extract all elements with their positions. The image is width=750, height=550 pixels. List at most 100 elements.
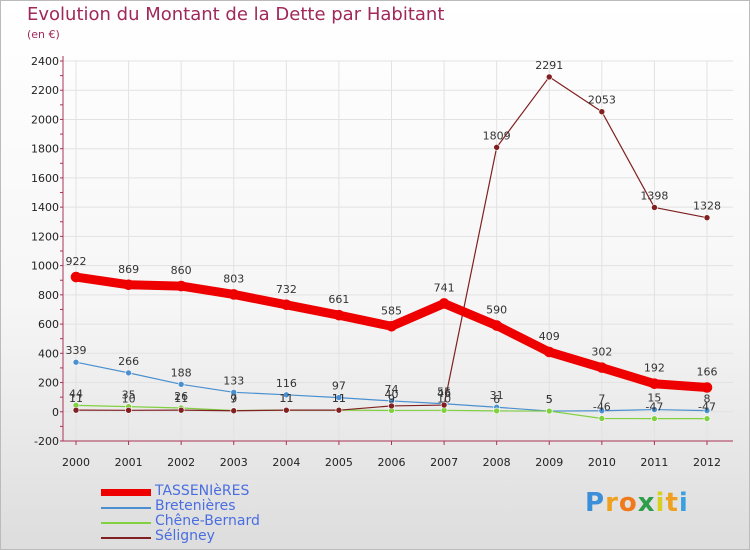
data-label: 7 <box>230 393 237 406</box>
data-point <box>175 280 187 292</box>
data-label: 5 <box>546 393 553 406</box>
data-label: 922 <box>66 255 87 268</box>
legend-label: Chêne-Bernard <box>155 513 260 529</box>
data-label: 2291 <box>535 59 563 72</box>
data-point <box>651 204 658 211</box>
data-point <box>651 415 658 422</box>
data-label: 1328 <box>693 200 721 213</box>
y-tick-label: 400 <box>38 347 59 360</box>
x-tick-label: 2007 <box>430 456 458 469</box>
data-point <box>388 402 395 410</box>
chart-title: Evolution du Montant de la Dette par Hab… <box>27 4 445 25</box>
data-point <box>386 320 397 332</box>
data-label: 661 <box>328 293 349 306</box>
legend-swatch <box>101 489 151 496</box>
data-point <box>598 415 606 422</box>
y-tick-label: 1000 <box>31 260 59 273</box>
data-label: 409 <box>539 330 560 343</box>
data-label: 10 <box>122 392 136 405</box>
legend-label: TASSENIèRES <box>155 483 250 499</box>
data-label: 869 <box>118 263 139 276</box>
y-tick-label: 600 <box>38 318 59 331</box>
data-point <box>283 406 290 414</box>
x-tick-label: 2011 <box>640 456 668 469</box>
logo-letter: x <box>637 488 656 518</box>
data-point <box>228 289 240 300</box>
logo-letter: P <box>585 488 606 518</box>
data-label: 31 <box>490 389 504 402</box>
data-point <box>177 406 185 414</box>
data-point <box>281 299 292 311</box>
data-label: 2053 <box>588 94 616 107</box>
x-tick-label: 2004 <box>272 456 300 469</box>
data-label: 10 <box>437 392 451 405</box>
data-label: 860 <box>171 264 192 277</box>
data-label: 7 <box>598 393 605 406</box>
x-tick-label: 2009 <box>535 456 563 469</box>
data-label: 741 <box>434 281 455 294</box>
data-label: -47 <box>698 401 716 414</box>
y-tick-label: 0 <box>52 406 59 419</box>
logo-letter: i <box>655 488 666 518</box>
data-label: 590 <box>486 304 507 317</box>
data-label: 302 <box>591 346 612 359</box>
data-label: 133 <box>223 374 244 387</box>
legend-label: Séligney <box>155 528 215 544</box>
data-label: 732 <box>276 283 297 296</box>
x-tick-label: 2002 <box>167 456 195 469</box>
y-tick-label: 1200 <box>31 230 59 243</box>
legend-label: Bretenières <box>155 498 236 514</box>
data-label: -46 <box>593 400 611 413</box>
y-tick-label: 800 <box>38 289 59 302</box>
data-point <box>545 407 553 415</box>
data-label: 11 <box>279 392 293 405</box>
data-label: 11 <box>279 392 293 405</box>
data-point <box>438 298 450 309</box>
data-label: 116 <box>276 377 297 390</box>
logo-letter: o <box>618 488 638 518</box>
data-label: 188 <box>171 366 192 379</box>
data-point <box>335 406 343 414</box>
data-point <box>703 415 711 422</box>
data-label: 339 <box>66 344 87 357</box>
unit-label: (en €) <box>27 28 60 41</box>
data-label: 74 <box>385 383 399 396</box>
y-tick-label: 1800 <box>31 143 59 156</box>
data-point <box>491 320 502 331</box>
data-label: 1809 <box>483 129 511 142</box>
data-point <box>333 309 345 321</box>
data-point <box>230 407 238 415</box>
data-label: 35 <box>122 389 136 402</box>
data-point <box>493 407 500 415</box>
data-label: 44 <box>69 387 83 400</box>
legend-swatch <box>101 522 151 524</box>
logo-letter: r <box>605 488 619 518</box>
y-tick-label: -200 <box>34 435 59 448</box>
y-tick-label: 2400 <box>31 55 59 68</box>
data-label: 166 <box>697 366 718 379</box>
legend-swatch <box>101 537 151 539</box>
data-label: 266 <box>118 355 139 368</box>
data-label: 55 <box>437 386 451 399</box>
data-label: 9 <box>388 392 395 405</box>
data-label: 6 <box>493 393 500 406</box>
data-point <box>440 401 448 409</box>
data-point <box>598 108 606 116</box>
data-point <box>125 407 132 414</box>
data-point <box>335 394 343 401</box>
data-label: 46 <box>437 387 451 400</box>
data-label: 192 <box>644 362 665 375</box>
data-label: 15 <box>647 392 661 405</box>
data-point <box>283 391 290 399</box>
x-tick-label: 2010 <box>588 456 616 469</box>
data-point <box>72 358 80 366</box>
data-point <box>596 362 608 373</box>
data-point <box>649 378 660 390</box>
data-label: 585 <box>381 304 402 317</box>
x-tick-label: 2008 <box>483 456 511 469</box>
data-point <box>177 380 185 388</box>
data-point <box>701 382 713 393</box>
data-label: 11 <box>332 392 346 405</box>
